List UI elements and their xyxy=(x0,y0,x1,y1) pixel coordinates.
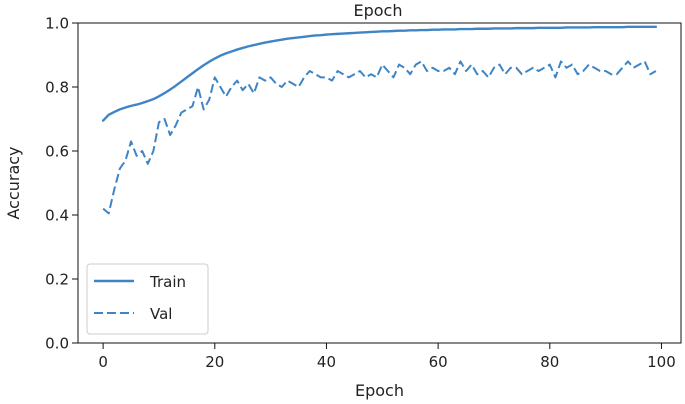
series-line-val xyxy=(102,60,657,215)
plot-frame xyxy=(77,22,682,344)
y-tick-label: 0.8 xyxy=(45,79,69,97)
y-tick-label: 1.0 xyxy=(45,15,69,33)
y-axis-title: Accuracy xyxy=(4,146,23,219)
x-axis: 0 20 40 60 80 100 xyxy=(98,343,676,371)
x-tick-label: 60 xyxy=(429,353,448,371)
x-tick-label: 40 xyxy=(317,353,336,371)
legend-train-label: Train xyxy=(149,273,186,291)
x-tick-label: 0 xyxy=(98,353,108,371)
x-axis-title: Epoch xyxy=(355,381,404,400)
y-axis: 0.0 0.2 0.4 0.6 0.8 1.0 xyxy=(45,15,78,353)
x-tick-label: 80 xyxy=(540,353,559,371)
legend: Train Val xyxy=(86,263,209,335)
x-tick-label: 20 xyxy=(205,353,224,371)
y-tick-label: 0.6 xyxy=(45,143,69,161)
y-tick-label: 0.2 xyxy=(45,271,69,289)
legend-val-label: Val xyxy=(150,305,172,323)
plot-area xyxy=(101,25,658,215)
y-tick-label: 0.4 xyxy=(45,207,69,225)
chart-title: Epoch xyxy=(354,1,403,20)
y-tick-label: 0.0 xyxy=(45,335,69,353)
series-line-train xyxy=(101,25,658,122)
legend-box xyxy=(86,263,209,335)
x-tick-label: 100 xyxy=(647,353,676,371)
